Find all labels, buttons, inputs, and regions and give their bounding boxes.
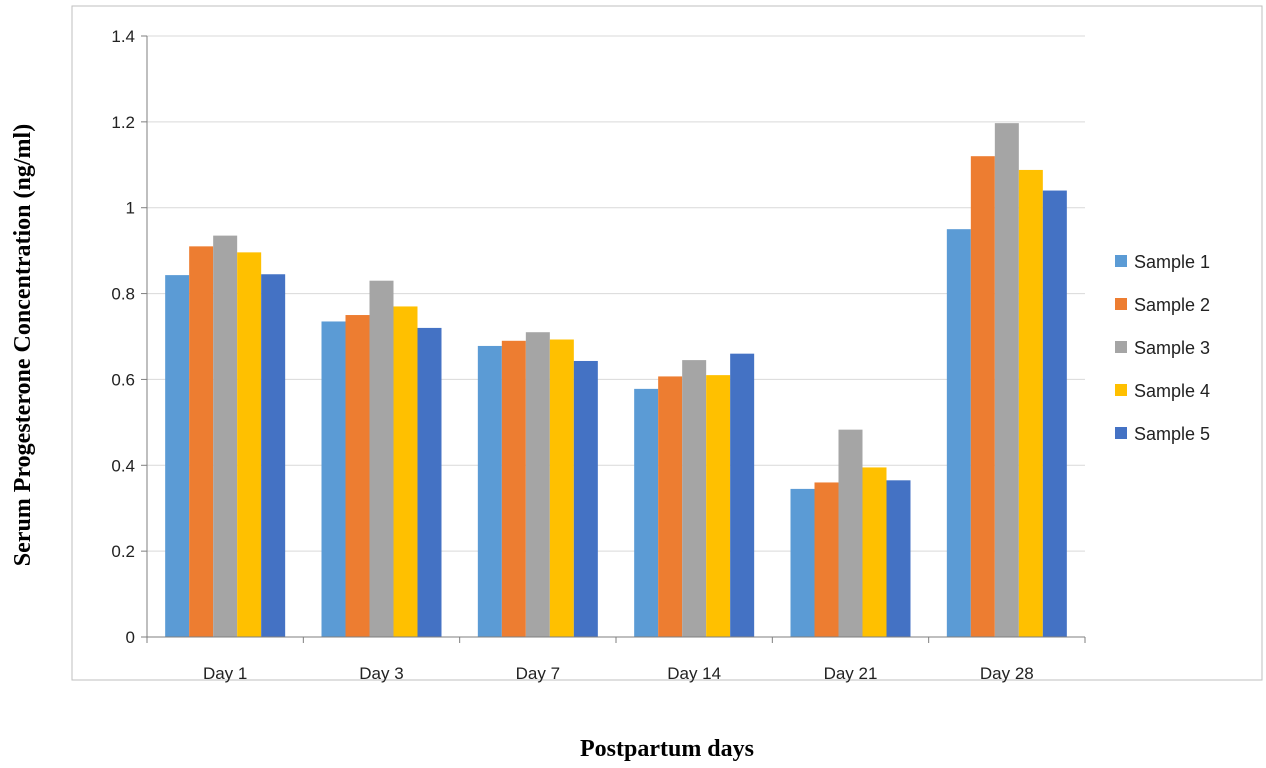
bar-sample-4-day-7 <box>549 339 574 637</box>
axes <box>146 36 1086 643</box>
bar-sample-2-day-7 <box>501 340 526 637</box>
bar-sample-3-day-21 <box>838 429 863 637</box>
bar-sample-1-day-14 <box>634 388 659 637</box>
legend-label: Sample 3 <box>1134 338 1210 358</box>
bar-sample-1-day-21 <box>790 488 815 637</box>
bar-sample-3-day-1 <box>213 235 238 637</box>
bar-sample-5-day-3 <box>417 327 442 637</box>
legend: Sample 1 Sample 2 Sample 3 Sample 4 Sample 5 <box>1115 252 1210 444</box>
y-tick-label: 0.4 <box>111 456 135 475</box>
legend-label: Sample 1 <box>1134 252 1210 272</box>
bar-sample-3-day-7 <box>525 332 550 637</box>
bar-sample-1-day-1 <box>165 275 190 637</box>
bar-sample-1-day-28 <box>946 229 971 637</box>
bar-sample-3-day-14 <box>682 360 707 637</box>
legend-label: Sample 4 <box>1134 381 1210 401</box>
x-tick-label: Day 14 <box>667 664 721 683</box>
bar-sample-2-day-1 <box>189 246 214 637</box>
legend-label: Sample 5 <box>1134 424 1210 444</box>
y-tick-label: 1.4 <box>111 27 135 46</box>
bar-sample-1-day-7 <box>477 345 502 637</box>
x-tick-label: Day 7 <box>516 664 560 683</box>
bar-sample-1-day-3 <box>321 321 346 637</box>
y-tick-labels: 0 0.2 0.4 0.6 0.8 1 1.2 1.4 <box>111 27 135 647</box>
y-tick-label: 1.2 <box>111 113 135 132</box>
bar-sample-2-day-21 <box>814 482 839 637</box>
bars <box>165 123 1067 638</box>
x-tick-label: Day 21 <box>824 664 878 683</box>
bar-sample-5-day-7 <box>573 360 598 637</box>
x-tick-label: Day 28 <box>980 664 1034 683</box>
bar-sample-4-day-28 <box>1018 169 1043 638</box>
bar-sample-4-day-1 <box>237 252 262 638</box>
y-tick-label: 1 <box>126 199 135 218</box>
legend-swatch <box>1115 255 1127 267</box>
bar-sample-4-day-21 <box>862 467 887 637</box>
legend-swatch <box>1115 384 1127 396</box>
bar-sample-3-day-3 <box>369 280 394 637</box>
bar-sample-4-day-14 <box>706 375 731 637</box>
y-tick-label: 0.6 <box>111 370 135 389</box>
bar-sample-5-day-28 <box>1042 190 1067 638</box>
gridlines <box>141 35 1085 638</box>
bar-sample-3-day-28 <box>994 123 1019 637</box>
legend-swatch <box>1115 298 1127 310</box>
bar-sample-2-day-3 <box>345 315 370 637</box>
bar-sample-5-day-21 <box>886 480 911 637</box>
y-tick-label: 0.8 <box>111 285 135 304</box>
bar-sample-2-day-14 <box>658 376 683 637</box>
x-axis-title: Postpartum days <box>580 736 754 762</box>
legend-swatch <box>1115 341 1127 353</box>
bar-sample-2-day-28 <box>970 156 995 637</box>
bar-sample-5-day-14 <box>730 353 755 637</box>
y-tick-label: 0 <box>126 628 135 647</box>
legend-label: Sample 2 <box>1134 295 1210 315</box>
x-tick-label: Day 3 <box>359 664 403 683</box>
legend-swatch <box>1115 427 1127 439</box>
y-tick-label: 0.2 <box>111 542 135 561</box>
bar-sample-4-day-3 <box>393 306 418 637</box>
bar-sample-5-day-1 <box>261 274 286 637</box>
x-tick-labels: Day 1 Day 3 Day 7 Day 14 Day 21 Day 28 <box>203 664 1034 683</box>
y-axis-title: Serum Progesterone Concentration (ng/ml) <box>10 124 36 566</box>
x-tick-label: Day 1 <box>203 664 247 683</box>
